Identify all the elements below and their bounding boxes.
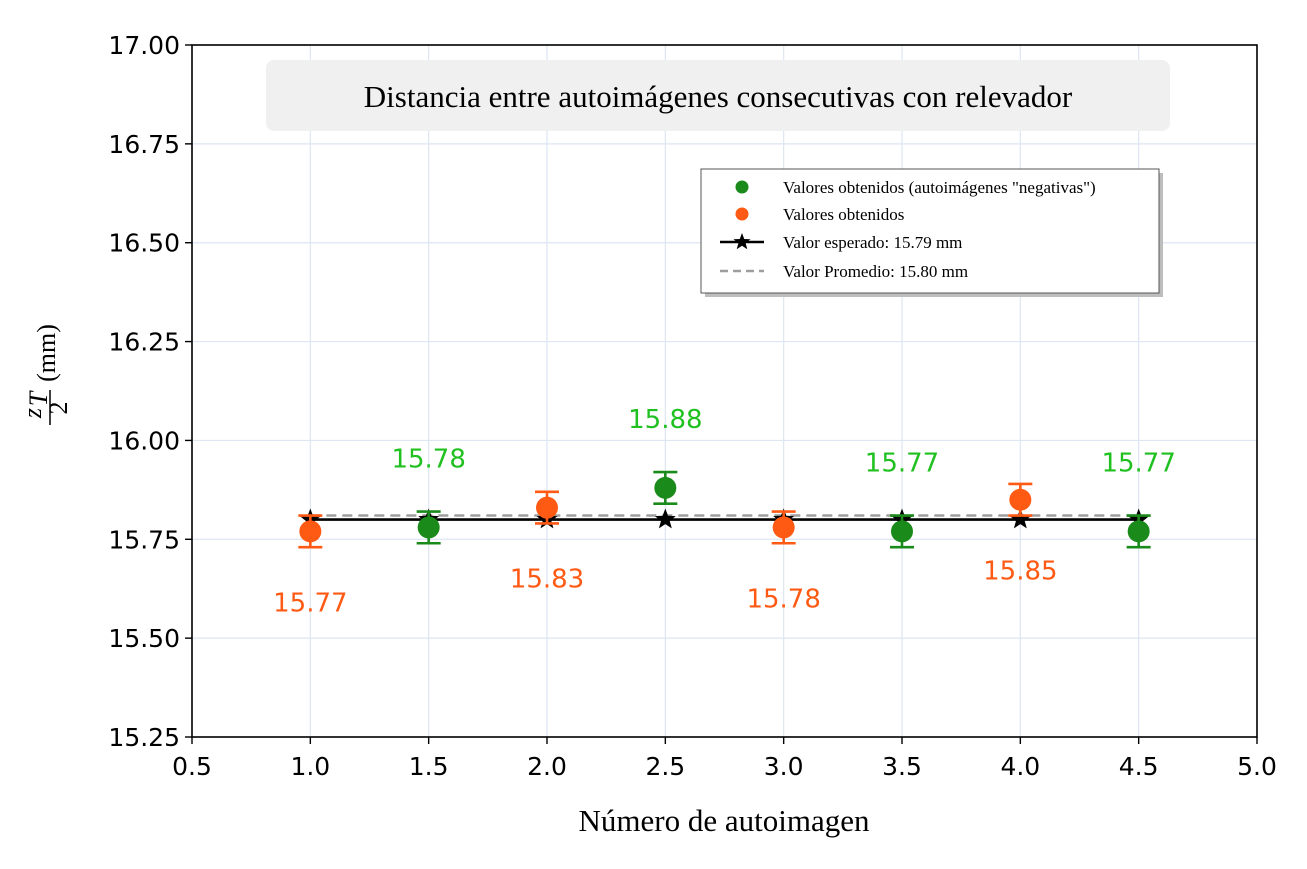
green-data-label: 15.77: [1101, 448, 1175, 478]
chart-title: Distancia entre autoimágenes consecutiva…: [364, 79, 1073, 114]
y-label-unit: (mm): [32, 324, 61, 382]
y-label-subscript: T: [24, 390, 53, 406]
orange-data-label: 15.83: [510, 565, 584, 595]
x-axis-ticks: 0.5 1.0 1.5 2.0 2.5 3.0 3.5 4.0 4.5 5.0: [172, 737, 1277, 781]
orange-data-label: 15.85: [983, 557, 1057, 587]
y-tick-label: 15.50: [108, 624, 180, 653]
x-tick-label: 2.0: [527, 752, 567, 781]
green-point: [891, 520, 913, 543]
y-axis-label: z T 2 (mm): [18, 324, 73, 425]
title-box: [266, 60, 1170, 131]
y-tick-label: 15.75: [108, 525, 180, 554]
series-layer: [298, 470, 1151, 549]
legend-label: Valor esperado: 15.79 mm: [783, 233, 962, 252]
green-data-label: 15.88: [628, 405, 702, 435]
x-tick-label: 3.5: [882, 752, 922, 781]
legend-label: Valores obtenidos: [783, 205, 904, 224]
green-data-label: 15.77: [865, 448, 939, 478]
x-tick-label: 4.5: [1119, 752, 1159, 781]
orange-point: [1009, 488, 1032, 511]
y-tick-label: 16.75: [108, 130, 180, 159]
data-labels: 15.78 15.88 15.77 15.77 15.77 15.83 15.78 15.85: [273, 405, 1176, 618]
y-label-numerator: z: [18, 408, 47, 419]
expected-star: [654, 508, 676, 529]
x-tick-label: 1.0: [290, 752, 330, 781]
x-tick-label: 1.5: [409, 752, 449, 781]
legend: Valores obtenidos (autoimágenes "negativ…: [700, 168, 1163, 297]
orange-data-label: 15.78: [746, 584, 820, 614]
legend-marker-star: [733, 233, 751, 250]
expected-star: [1009, 508, 1031, 529]
y-tick-label: 15.25: [108, 723, 180, 752]
legend-label: Valor Promedio: 15.80 mm: [783, 262, 968, 281]
x-tick-label: 5.0: [1237, 752, 1277, 781]
legend-label: Valores obtenidos (autoimágenes "negativ…: [783, 178, 1096, 197]
y-label-denominator: 2: [44, 402, 73, 415]
x-tick-label: 0.5: [172, 752, 212, 781]
x-tick-label: 2.5: [645, 752, 685, 781]
y-tick-label: 16.25: [108, 328, 180, 357]
legend-box: [700, 168, 1160, 294]
orange-point: [772, 516, 795, 539]
y-tick-label: 17.00: [108, 31, 180, 60]
orange-point: [299, 520, 322, 543]
y-axis-ticks: 15.25 15.50 15.75 16.00 16.25 16.50 16.75 17.00: [108, 31, 192, 752]
orange-data-label: 15.77: [273, 588, 347, 618]
green-data-label: 15.78: [391, 444, 465, 474]
y-tick-label: 16.00: [108, 426, 180, 455]
grid-lines: [191, 44, 1258, 738]
x-tick-label: 4.0: [1000, 752, 1040, 781]
legend-marker-orange: [735, 207, 749, 221]
green-point: [1127, 520, 1150, 543]
y-tick-label: 16.50: [108, 229, 180, 258]
legend-marker-green: [735, 180, 749, 194]
x-tick-label: 3.0: [764, 752, 804, 781]
orange-point: [536, 496, 558, 519]
green-point: [417, 516, 440, 539]
green-point: [654, 476, 677, 499]
plot-frame: [191, 44, 1258, 738]
x-axis-label: Número de autoimagen: [579, 803, 870, 838]
